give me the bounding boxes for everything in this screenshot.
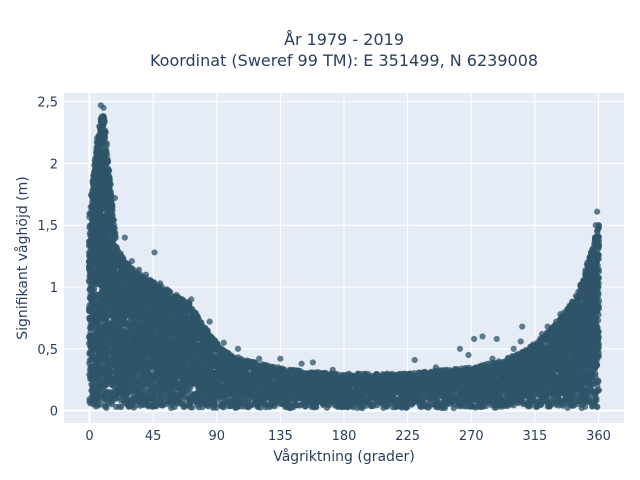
data-point xyxy=(112,234,119,241)
data-point xyxy=(111,225,118,232)
data-point xyxy=(105,167,113,174)
data-point xyxy=(103,140,110,147)
data-point xyxy=(101,134,109,141)
data-point xyxy=(189,404,196,411)
data-point xyxy=(104,158,111,165)
data-point xyxy=(102,129,109,136)
data-point xyxy=(110,216,117,224)
scatter-series xyxy=(85,102,603,412)
